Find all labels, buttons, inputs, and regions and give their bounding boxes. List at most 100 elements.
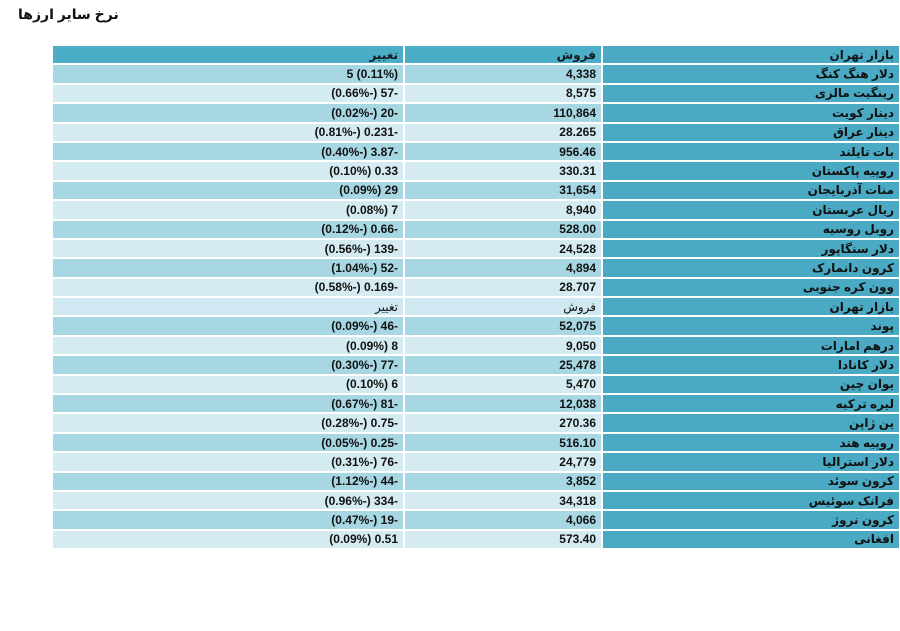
sell-cell: 5,470 bbox=[405, 375, 601, 394]
change-cell: -20 (-0.02%) bbox=[53, 104, 403, 122]
change-cell: -334 (-0.96%) bbox=[53, 491, 403, 510]
sell-cell: 12,038 bbox=[405, 395, 601, 413]
sell-cell: 31,654 bbox=[405, 181, 601, 200]
header-sell: فروش bbox=[405, 46, 601, 64]
change-cell: -3.87 (-0.40%) bbox=[53, 142, 403, 161]
currency-name-cell: کرون دانمارک bbox=[603, 259, 899, 277]
currency-name-cell: کرون نروژ bbox=[603, 511, 899, 529]
currency-name-cell: دلار هنگ کنگ bbox=[603, 65, 899, 83]
table-row: -334 (-0.96%) 34,318 فرانک سوئیس bbox=[53, 491, 899, 510]
currency-rates-table: تغییر فروش بازار تهران (0.11%) 5 4,338 دلا… bbox=[51, 44, 900, 550]
sell-cell: 956.46 bbox=[405, 142, 601, 161]
table-row: -3.87 (-0.40%) 956.46 بات تایلند bbox=[53, 142, 899, 161]
currency-name-cell: منات آذربایجان bbox=[603, 181, 899, 200]
table-row: -0.169 (-0.58%) 28.707 وون کره جنوبی bbox=[53, 278, 899, 297]
currency-name-cell: دینار عراق bbox=[603, 123, 899, 141]
sell-cell: 52,075 bbox=[405, 317, 601, 335]
sell-cell: 24,528 bbox=[405, 239, 601, 258]
change-cell: -52 (-1.04%) bbox=[53, 259, 403, 277]
table-row: -46 (-0.09%) 52,075 پوند bbox=[53, 317, 899, 335]
sell-cell: 28.707 bbox=[405, 278, 601, 297]
table-row: 0.33 (0.10%) 330.31 روپیه پاکستان bbox=[53, 162, 899, 180]
change-cell: -0.25 (-0.05%) bbox=[53, 433, 403, 452]
currency-name-cell: فرانک سوئیس bbox=[603, 491, 899, 510]
sell-cell: 8,940 bbox=[405, 201, 601, 219]
currency-name-cell: درهم امارات bbox=[603, 336, 899, 355]
header-market: بازار تهران bbox=[603, 46, 899, 64]
currency-name-cell: افغانی bbox=[603, 530, 899, 549]
table-row: -81 (-0.67%) 12,038 لیره ترکیه bbox=[53, 395, 899, 413]
sell-cell: 34,318 bbox=[405, 491, 601, 510]
sell-cell: 3,852 bbox=[405, 472, 601, 490]
header-change: تغییر bbox=[53, 46, 403, 64]
currency-name-cell: دینار کویت bbox=[603, 104, 899, 122]
currency-name-cell: یوان چین bbox=[603, 375, 899, 394]
change-cell: -81 (-0.67%) bbox=[53, 395, 403, 413]
change-cell: -57 (-0.66%) bbox=[53, 84, 403, 103]
sell-cell: 573.40 bbox=[405, 530, 601, 549]
change-cell: 0.33 (0.10%) bbox=[53, 162, 403, 180]
currency-name-cell: کرون سوئد bbox=[603, 472, 899, 490]
change-cell: -76 (-0.31%) bbox=[53, 453, 403, 471]
currency-name-cell: روبل روسیه bbox=[603, 220, 899, 238]
currency-name-cell: دلار سنگاپور bbox=[603, 239, 899, 258]
table-subheader-row: تغییر فروش بازار تهران bbox=[53, 298, 899, 316]
change-cell: (0.11%) 5 bbox=[53, 65, 403, 83]
table-row: -76 (-0.31%) 24,779 دلار استرالیا bbox=[53, 453, 899, 471]
change-cell: -0.66 (-0.12%) bbox=[53, 220, 403, 238]
table-row: -0.66 (-0.12%) 528.00 روبل روسیه bbox=[53, 220, 899, 238]
table-row: 0.51 (0.09%) 573.40 افغانی bbox=[53, 530, 899, 549]
currency-name-cell: لیره ترکیه bbox=[603, 395, 899, 413]
table-row: -20 (-0.02%) 110,864 دینار کویت bbox=[53, 104, 899, 122]
currency-name-cell: روپیه پاکستان bbox=[603, 162, 899, 180]
currency-name-cell: پوند bbox=[603, 317, 899, 335]
sell-cell: 330.31 bbox=[405, 162, 601, 180]
sell-cell: 8,575 bbox=[405, 84, 601, 103]
subheader-market: بازار تهران bbox=[603, 298, 899, 316]
table-row: -0.75 (-0.28%) 270.36 ین ژاپن bbox=[53, 414, 899, 432]
change-cell: -0.169 (-0.58%) bbox=[53, 278, 403, 297]
change-cell: -19 (-0.47%) bbox=[53, 511, 403, 529]
table-row: 6 (0.10%) 5,470 یوان چین bbox=[53, 375, 899, 394]
sell-cell: 4,894 bbox=[405, 259, 601, 277]
change-cell: -0.75 (-0.28%) bbox=[53, 414, 403, 432]
table-row: 7 (0.08%) 8,940 ریال عربستان bbox=[53, 201, 899, 219]
page-title: نرخ سایر ارزها bbox=[18, 6, 119, 22]
change-cell: 7 (0.08%) bbox=[53, 201, 403, 219]
change-cell: -46 (-0.09%) bbox=[53, 317, 403, 335]
table-row: -44 (-1.12%) 3,852 کرون سوئد bbox=[53, 472, 899, 490]
sell-cell: 516.10 bbox=[405, 433, 601, 452]
currency-name-cell: رینگیت مالزی bbox=[603, 84, 899, 103]
table-row: -0.231 (-0.81%) 28.265 دینار عراق bbox=[53, 123, 899, 141]
table-row: 29 (0.09%) 31,654 منات آذربایجان bbox=[53, 181, 899, 200]
table-row: -77 (-0.30%) 25,478 دلار کانادا bbox=[53, 356, 899, 374]
change-cell: -139 (-0.56%) bbox=[53, 239, 403, 258]
currency-name-cell: ین ژاپن bbox=[603, 414, 899, 432]
sell-cell: 4,338 bbox=[405, 65, 601, 83]
sell-cell: 4,066 bbox=[405, 511, 601, 529]
change-cell: 8 (0.09%) bbox=[53, 336, 403, 355]
change-cell: -77 (-0.30%) bbox=[53, 356, 403, 374]
sell-cell: 528.00 bbox=[405, 220, 601, 238]
currency-name-cell: دلار کانادا bbox=[603, 356, 899, 374]
sell-cell: 110,864 bbox=[405, 104, 601, 122]
currency-name-cell: روپیه هند bbox=[603, 433, 899, 452]
table-row: -19 (-0.47%) 4,066 کرون نروژ bbox=[53, 511, 899, 529]
table-row: (0.11%) 5 4,338 دلار هنگ کنگ bbox=[53, 65, 899, 83]
change-cell: 6 (0.10%) bbox=[53, 375, 403, 394]
table-row: -0.25 (-0.05%) 516.10 روپیه هند bbox=[53, 433, 899, 452]
currency-name-cell: ریال عربستان bbox=[603, 201, 899, 219]
sell-cell: 25,478 bbox=[405, 356, 601, 374]
sell-cell: 28.265 bbox=[405, 123, 601, 141]
table-row: -57 (-0.66%) 8,575 رینگیت مالزی bbox=[53, 84, 899, 103]
table-row: 8 (0.09%) 9,050 درهم امارات bbox=[53, 336, 899, 355]
change-cell: -44 (-1.12%) bbox=[53, 472, 403, 490]
change-cell: 0.51 (0.09%) bbox=[53, 530, 403, 549]
change-cell: -0.231 (-0.81%) bbox=[53, 123, 403, 141]
subheader-sell: فروش bbox=[405, 298, 601, 316]
currency-name-cell: وون کره جنوبی bbox=[603, 278, 899, 297]
currency-name-cell: دلار استرالیا bbox=[603, 453, 899, 471]
table-header-row: تغییر فروش بازار تهران bbox=[53, 46, 899, 64]
sell-cell: 24,779 bbox=[405, 453, 601, 471]
table-row: -52 (-1.04%) 4,894 کرون دانمارک bbox=[53, 259, 899, 277]
